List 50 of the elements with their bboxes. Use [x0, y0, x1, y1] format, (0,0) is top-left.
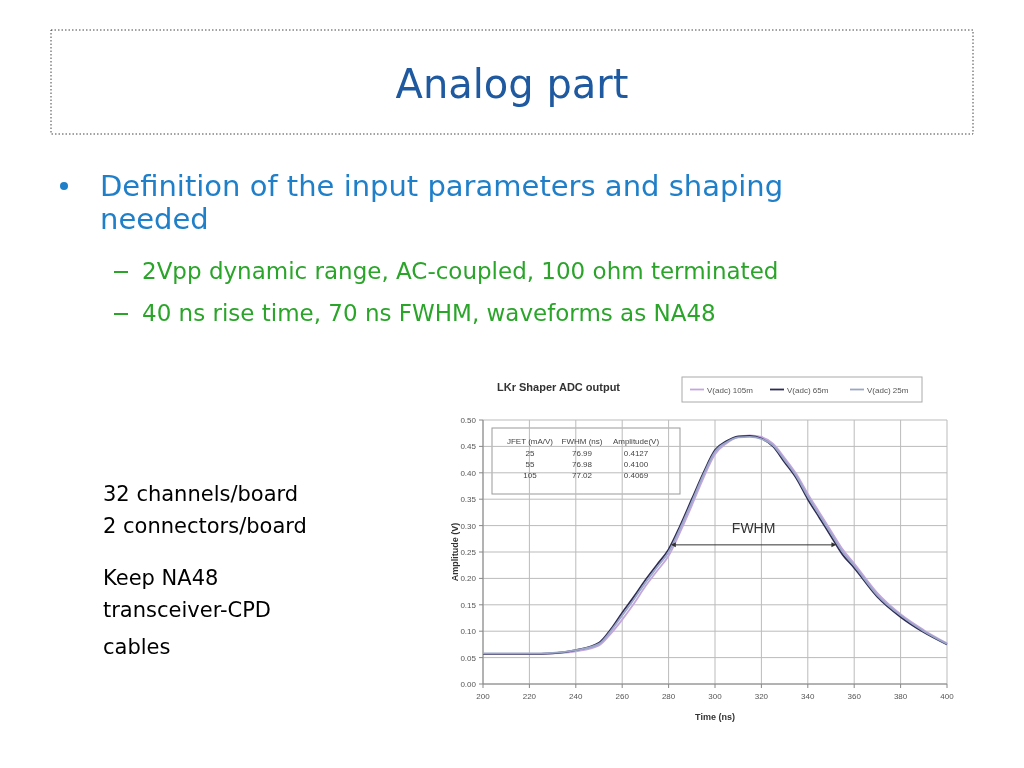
y-tick-label: 0.30 — [460, 521, 477, 531]
y-tick-label: 0.00 — [460, 680, 477, 689]
x-tick-label: 200 — [476, 692, 491, 701]
text: 2 connectors/board — [103, 514, 307, 538]
text: 2Vpp dynamic range, AC-coupled, 100 ohm terminated — [142, 258, 779, 284]
annotation: FWHM (ns) — [561, 437, 603, 446]
x-tick-label: 280 — [661, 692, 676, 701]
y-axis-title: Amplitude (V) — [450, 522, 460, 582]
y-tick-label: 0.25 — [460, 548, 477, 557]
annotation: 0.4100 — [623, 460, 649, 469]
text: 32 channels/board — [103, 482, 299, 506]
annotation: 25 — [525, 449, 535, 458]
x-tick-label: 300 — [708, 692, 723, 701]
x-axis-title: Time (ns) — [695, 712, 735, 722]
legend-label: V(adc) 105m — [707, 385, 754, 395]
y-tick-label: 0.45 — [460, 442, 477, 452]
y-tick-label: 0.10 — [460, 627, 477, 637]
annotation: 0.4069 — [623, 471, 649, 480]
annotation: 105 — [523, 471, 538, 480]
text: Definition of the input parameters and shaping needed — [100, 169, 784, 237]
x-tick-label: 320 — [754, 692, 769, 701]
legend-label: V(adc) 65m — [787, 385, 829, 395]
x-tick-label: 240 — [569, 692, 584, 701]
y-tick-label: 0.15 — [460, 600, 477, 610]
chart-title: LKr Shaper ADC output — [497, 381, 621, 393]
y-tick-label: 0.40 — [460, 468, 477, 478]
annotation: 77.02 — [571, 471, 593, 480]
annotation: JFET (mA/V) — [506, 437, 554, 446]
y-tick-label: 0.35 — [460, 495, 477, 505]
annotation: 55 — [525, 460, 535, 469]
annotation: 76.98 — [571, 460, 593, 469]
annotation: 76.99 — [571, 449, 593, 458]
x-tick-label: 360 — [847, 692, 862, 701]
text: transceiver-CPD — [103, 598, 271, 622]
y-tick-label: 0.05 — [460, 653, 477, 663]
x-tick-label: 400 — [940, 692, 955, 701]
y-tick-label: 0.20 — [460, 574, 477, 584]
x-tick-label: 340 — [801, 692, 816, 701]
y-tick-label: 0.50 — [460, 416, 477, 425]
x-tick-label: 260 — [615, 692, 630, 701]
legend-label: V(adc) 25m — [867, 385, 909, 395]
text: cables — [103, 635, 171, 659]
x-tick-label: 380 — [893, 692, 908, 701]
text: 40 ns rise time, 70 ns FWHM, waveforms as NA48 — [142, 300, 716, 326]
annotation: Amplitude(V) — [612, 437, 660, 446]
x-tick-label: 220 — [522, 692, 537, 701]
annotation: 0.4127 — [623, 449, 649, 458]
text: Keep NA48 — [103, 566, 219, 590]
text: Analog part — [395, 61, 629, 107]
annotation: FWHM — [731, 519, 776, 536]
